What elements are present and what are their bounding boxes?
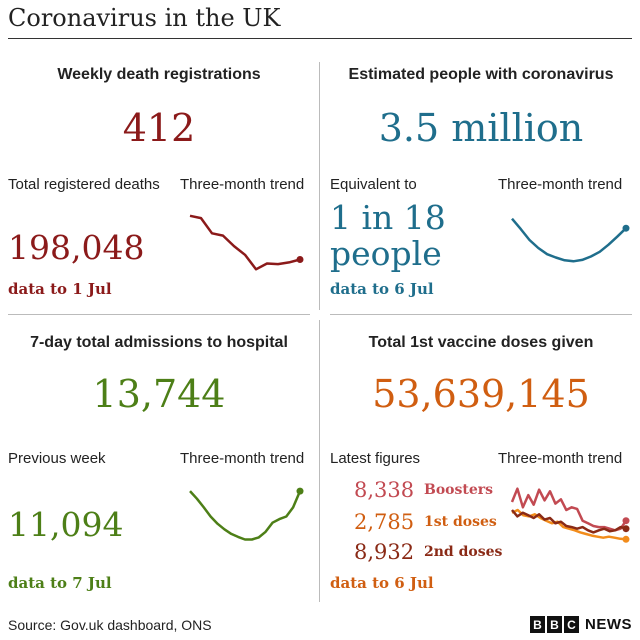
hospital-panel-title: 7-day total admissions to hospital [30, 334, 288, 351]
vaccine-trend-line-0 [510, 487, 628, 532]
vaccine-panel-title: Total 1st vaccine doses given [368, 334, 594, 351]
second-doses-value: 8,932 [354, 540, 415, 564]
deaths-trend-line-0 [189, 214, 301, 271]
vaccine-trend-endpoint-2 [622, 525, 630, 533]
boosters-value: 8,338 [354, 478, 415, 502]
vertical-divider-top [319, 62, 320, 310]
hospital-trend-chart [189, 487, 304, 541]
vertical-divider-bottom [319, 320, 320, 602]
infections-sub-label: Equivalent to [330, 176, 417, 193]
hospital-trend-line-0 [189, 490, 302, 541]
deaths-panel-title: Weekly death registrations [57, 66, 261, 83]
vaccine-trend-endpoint-0 [622, 517, 630, 525]
infections-ratio-line1: 1 in 18 [330, 198, 446, 237]
hospital-admissions-value: 13,744 [92, 372, 226, 416]
second-doses-label: 2nd doses [424, 544, 503, 560]
deaths-total-value: 198,048 [8, 228, 145, 267]
deaths-sub-label: Total registered deaths [8, 176, 160, 193]
first-doses-label: 1st doses [424, 514, 497, 530]
deaths-trend-chart [189, 214, 304, 271]
hospital-trend-endpoint-0 [296, 487, 304, 495]
page-title: Coronavirus in the UK [8, 4, 281, 32]
infections-trend-endpoint-0 [622, 224, 630, 232]
title-rule [8, 38, 632, 39]
horizontal-divider-left [8, 314, 310, 315]
infections-trend-label: Three-month trend [498, 176, 623, 193]
vaccine-sub-label: Latest figures [330, 450, 421, 467]
hospital-trend-label: Three-month trend [180, 450, 305, 467]
vaccine-trend-label: Three-month trend [498, 450, 623, 467]
hospital-sub-label: Previous week [8, 450, 106, 467]
deaths-weekly-value: 412 [122, 106, 196, 150]
vaccine-trend-chart [510, 487, 630, 543]
infections-ratio-line2: people [330, 234, 442, 273]
vaccine-data-note: data to 6 Jul [330, 574, 434, 592]
hospital-previous-value: 11,094 [8, 505, 124, 544]
bbc-logo-word: NEWS [585, 616, 632, 633]
source-note: Source: Gov.uk dashboard, ONS [8, 617, 212, 633]
hospital-data-note: data to 7 Jul [8, 574, 112, 592]
infections-trend-chart [511, 217, 630, 263]
first-doses-value: 2,785 [354, 510, 415, 534]
vaccine-trend-line-2 [511, 509, 627, 534]
deaths-data-note: data to 1 Jul [8, 280, 112, 298]
horizontal-divider-right [330, 314, 632, 315]
deaths-trend-endpoint-0 [296, 256, 304, 263]
deaths-trend-label: Three-month trend [180, 176, 305, 193]
vaccine-trend-endpoint-1 [622, 535, 630, 543]
infections-estimate-value: 3.5 million [378, 106, 584, 150]
infections-data-note: data to 6 Jul [330, 280, 434, 298]
bbc-logo-letter: C [564, 616, 579, 633]
bbc-logo-letter: B [530, 616, 545, 633]
infections-panel-title: Estimated people with coronavirus [348, 66, 614, 83]
boosters-label: Boosters [424, 482, 494, 498]
vaccine-total-value: 53,639,145 [372, 372, 590, 416]
bbc-logo-letter: B [547, 616, 562, 633]
infections-trend-line-0 [511, 217, 627, 263]
bbc-news-logo: B B C NEWS [530, 616, 632, 633]
